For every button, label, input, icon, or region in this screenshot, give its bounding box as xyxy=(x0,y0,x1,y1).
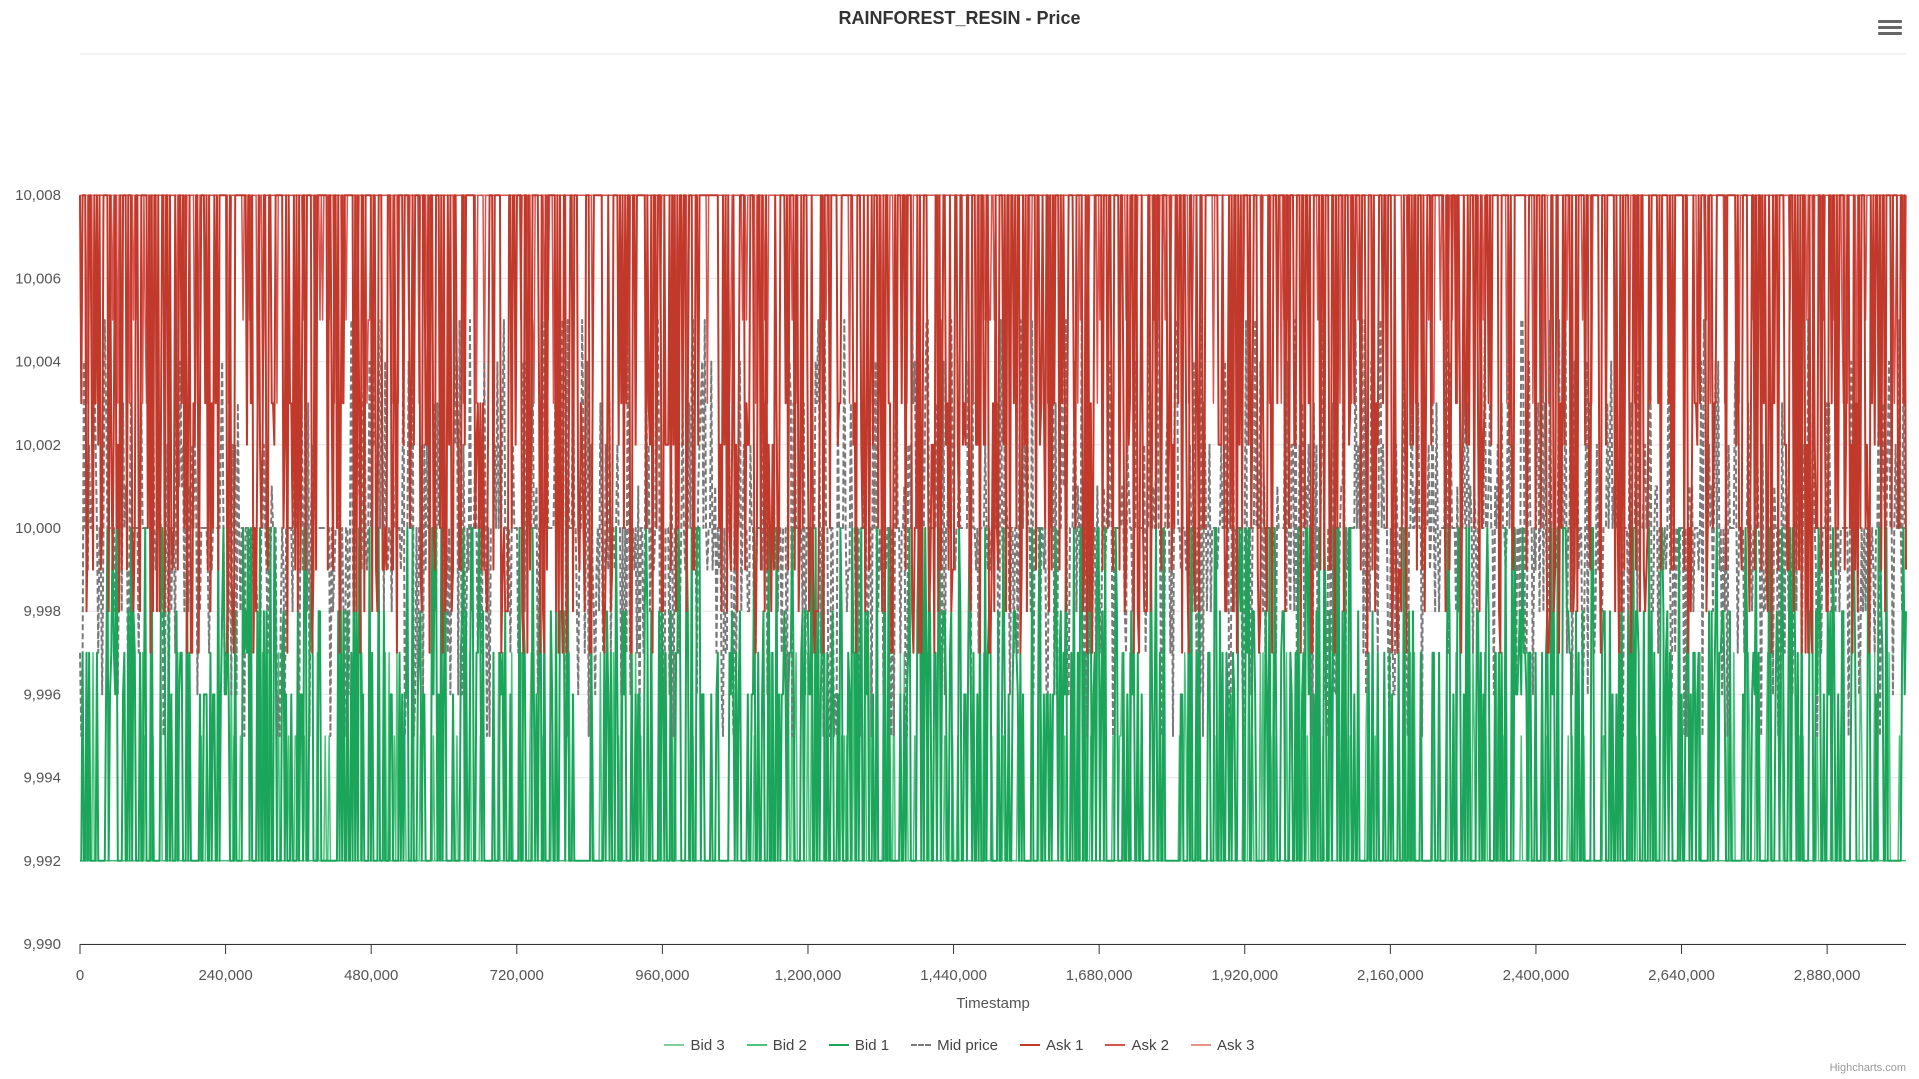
legend-item-ask-2[interactable]: Ask 2 xyxy=(1105,1037,1169,1054)
series-line-bid-1[interactable] xyxy=(80,527,1907,862)
y-tick-label: 10,006 xyxy=(15,270,61,287)
x-axis-title: Timestamp xyxy=(956,995,1030,1012)
credits-link[interactable]: Highcharts.com xyxy=(1829,1062,1906,1074)
legend-label: Ask 2 xyxy=(1131,1036,1169,1054)
legend-item-bid-1[interactable]: Bid 1 xyxy=(828,1036,890,1054)
legend-swatch xyxy=(1019,1044,1040,1046)
y-tick-label: 9,990 xyxy=(23,936,61,953)
x-tick-label: 480,000 xyxy=(344,967,398,984)
legend-item-mid-price[interactable]: Mid price xyxy=(911,1037,998,1054)
axes: 9,990 9,992 9,994 9,996 9,998 10,000 10,002 10,… xyxy=(15,187,1906,984)
legend: Bid 3 Bid 2 Bid 1 Mid price Ask 1 Ask 2 Ask 3 xyxy=(0,1033,1919,1054)
x-tick-label: 1,440,000 xyxy=(920,967,987,984)
x-tick-label: 240,000 xyxy=(198,967,252,984)
y-tick-label: 10,004 xyxy=(15,354,61,371)
x-tick-label: 720,000 xyxy=(490,967,544,984)
y-tick-label: 9,992 xyxy=(23,853,61,870)
legend-swatch xyxy=(828,1044,849,1046)
x-tick-label: 1,200,000 xyxy=(775,967,842,984)
y-tick-label: 9,994 xyxy=(23,770,61,787)
legend-item-ask-3[interactable]: Ask 3 xyxy=(1190,1036,1255,1054)
y-tick-label: 9,996 xyxy=(23,686,61,703)
y-tick-label: 9,998 xyxy=(23,603,61,620)
legend-swatch xyxy=(746,1044,767,1046)
legend-swatch xyxy=(1105,1044,1126,1046)
x-tick-label: 2,880,000 xyxy=(1794,967,1861,984)
legend-item-bid-3[interactable]: Bid 3 xyxy=(664,1036,725,1054)
legend-swatch xyxy=(911,1044,932,1046)
legend-swatch xyxy=(1190,1044,1211,1046)
x-tick-label: 2,160,000 xyxy=(1357,967,1424,984)
x-tick-label: 1,680,000 xyxy=(1066,967,1133,984)
series-line-ask-1[interactable] xyxy=(79,194,1907,654)
legend-label: Bid 3 xyxy=(690,1036,725,1054)
legend-item-ask-1[interactable]: Ask 1 xyxy=(1019,1036,1084,1054)
x-tick-label: 1,920,000 xyxy=(1211,967,1278,984)
x-tick-label: 960,000 xyxy=(635,967,689,984)
hamburger-menu-icon[interactable] xyxy=(1878,20,1902,40)
legend-label: Bid 1 xyxy=(854,1036,890,1054)
y-tick-label: 10,008 xyxy=(15,187,61,204)
series-layer xyxy=(79,194,1907,862)
legend-swatch xyxy=(664,1044,685,1046)
x-tick-label: 2,640,000 xyxy=(1648,967,1715,984)
legend-label: Ask 1 xyxy=(1045,1036,1084,1054)
y-tick-label: 10,000 xyxy=(15,520,61,537)
x-tick-label: 0 xyxy=(76,967,84,984)
legend-label: Bid 2 xyxy=(772,1036,807,1054)
x-tick-label: 2,400,000 xyxy=(1503,967,1570,984)
chart-title: RAINFOREST_RESIN - Price xyxy=(838,8,1081,28)
legend-label: Mid price xyxy=(937,1036,998,1054)
y-tick-label: 10,002 xyxy=(15,437,61,454)
legend-label: Ask 3 xyxy=(1216,1036,1255,1054)
legend-item-bid-2[interactable]: Bid 2 xyxy=(746,1036,807,1054)
